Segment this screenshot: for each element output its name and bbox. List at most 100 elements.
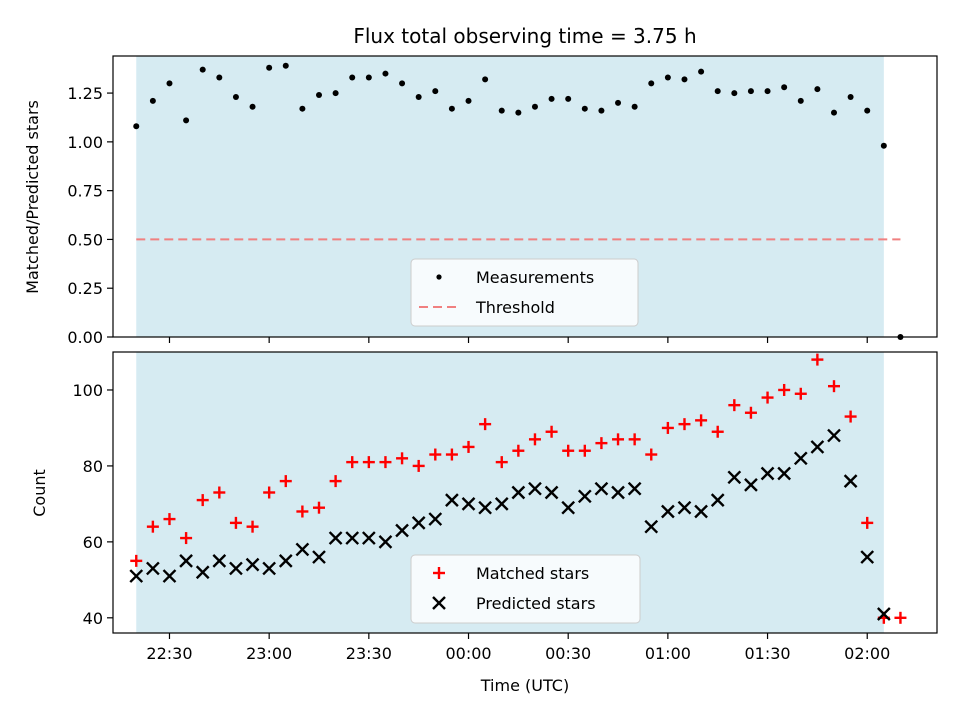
predicted-star-point: [146, 561, 160, 576]
matched-star-point: [346, 456, 359, 469]
measurement-point: [648, 80, 655, 87]
predicted-star-point: [777, 466, 792, 481]
matched-star-point: [794, 387, 807, 400]
bottom-x-tick-label: 22:30: [146, 644, 192, 663]
matched-star-point: [445, 448, 458, 461]
predicted-star-point: [644, 519, 659, 534]
matched-star-point: [678, 418, 691, 431]
measurement-point: [714, 88, 721, 95]
matched-star-point: [180, 532, 193, 545]
matched-star-point: [695, 414, 708, 427]
matched-star-point: [828, 380, 840, 393]
predicted-star-point: [677, 500, 692, 515]
measurement-point: [432, 88, 439, 95]
measurement-point: [199, 66, 206, 73]
predicted-legend-marker: [432, 596, 446, 610]
matched-star-point: [578, 444, 591, 457]
matched-star-point: [329, 475, 342, 488]
measurement-point: [498, 107, 505, 114]
measurement-point: [615, 99, 622, 106]
predicted-star-point: [793, 451, 808, 466]
matched-legend-label: Matched stars: [476, 564, 589, 583]
bottom-x-tick-label: 23:00: [246, 644, 292, 663]
matched-legend-marker: [433, 567, 445, 579]
predicted-star-point: [561, 500, 576, 515]
predicted-star-point: [810, 440, 825, 454]
matched-star-point: [379, 456, 392, 469]
matched-star-point: [429, 448, 442, 461]
predicted-star-point: [162, 569, 177, 583]
bottom-y-tick-label: 100: [72, 381, 103, 400]
predicted-star-point: [245, 557, 260, 572]
predicted-star-point: [461, 497, 476, 511]
predicted-star-point: [710, 493, 725, 507]
measurement-point: [814, 86, 821, 93]
matched-star-point: [811, 353, 824, 366]
predicted-star-point: [229, 561, 243, 576]
matched-star-point: [728, 399, 741, 412]
top-y-axis-title: Matched/Predicted stars: [23, 100, 42, 294]
predicted-star-point: [594, 481, 609, 496]
matched-star-point: [545, 425, 558, 438]
matched-star-point: [844, 410, 857, 423]
measurement-point: [415, 93, 422, 100]
top-y-tick-label: 0.00: [67, 328, 103, 347]
predicted-star-point: [876, 607, 891, 621]
chart-title: Flux total observing time = 3.75 h: [353, 24, 696, 48]
x-axis-title: Time (UTC): [480, 676, 569, 695]
bottom-x-tick-label: 00:30: [545, 644, 591, 663]
measurement-point: [631, 103, 638, 110]
bottom-x-tick-label: 02:00: [844, 644, 890, 663]
matched-star-point: [562, 444, 575, 457]
predicted-star-point: [577, 489, 592, 504]
matched-star-point: [512, 444, 525, 457]
matched-star-point: [645, 448, 658, 461]
bottom-x-tick-label: 01:30: [744, 644, 790, 663]
predicted-star-point: [760, 466, 775, 481]
predicted-star-point: [445, 493, 459, 507]
threshold-legend-label: Threshold: [475, 298, 555, 317]
measurement-point: [598, 107, 605, 114]
top-y-tick-label: 0.75: [67, 182, 103, 201]
predicted-star-point: [195, 565, 210, 580]
top-y-tick-label: 0.25: [67, 279, 103, 298]
matched-star-point: [711, 425, 724, 438]
predicted-star-point: [395, 523, 409, 538]
matched-star-point: [479, 418, 492, 431]
top-y-axis: 0.00 0.25 0.50 0.75 1.00 1.25: [67, 84, 113, 347]
measurement-point: [565, 95, 572, 102]
measurement-point: [864, 107, 871, 114]
matched-legend-glyph: [433, 567, 445, 579]
matched-star-point: [412, 459, 425, 472]
matched-star-point: [263, 486, 276, 499]
matched-star-point: [528, 433, 541, 446]
predicted-star-point: [860, 550, 875, 564]
predicted-star-point: [727, 470, 742, 485]
measurement-point: [515, 109, 522, 116]
measurement-point: [282, 62, 289, 69]
measurement-point: [548, 95, 555, 102]
predicted-star-point: [428, 512, 443, 526]
bottom-y-tick-label: 40: [83, 609, 103, 628]
bottom-points: [129, 353, 907, 624]
top-legend: Measurements Threshold: [410, 258, 639, 327]
matched-star-point: [196, 494, 209, 507]
top-legend-box: [410, 258, 639, 327]
measurement-point: [166, 80, 173, 87]
measurement-point: [731, 90, 738, 97]
predicted-star-point: [511, 485, 526, 500]
predicted-star-point: [661, 504, 675, 519]
bottom-x-tick-label: 23:30: [346, 644, 392, 663]
bottom-y-axis-title: Count: [30, 469, 49, 517]
matched-star-point: [362, 456, 375, 469]
predicted-star-point: [378, 535, 393, 549]
measurement-point: [831, 109, 837, 116]
measurement-point: [133, 123, 140, 130]
bottom-y-tick-label: 80: [83, 457, 103, 476]
matched-star-point: [744, 406, 757, 419]
predicted-legend-glyph: [432, 596, 446, 610]
measurement-point: [382, 70, 389, 77]
matched-star-point: [229, 516, 242, 529]
bottom-y-axis: 40 60 80 100: [72, 381, 113, 628]
measurement-point: [581, 105, 588, 112]
